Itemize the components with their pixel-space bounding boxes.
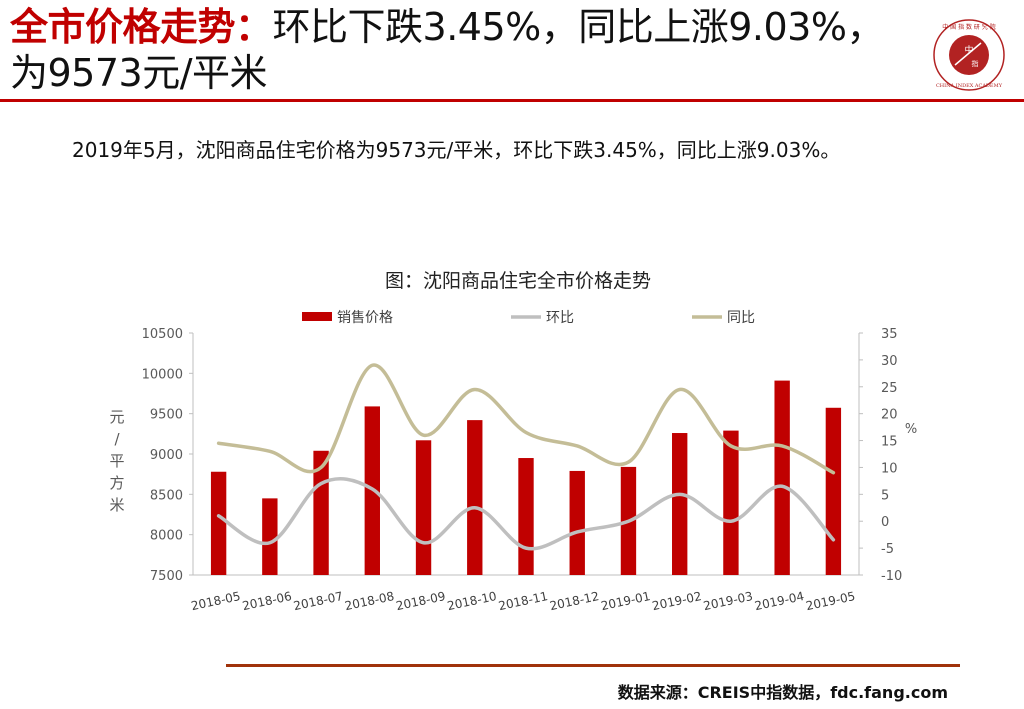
line-series [216, 363, 836, 551]
left-axis-label-char: 方 [109, 474, 124, 492]
page-title-highlight: 全市价格走势： [10, 5, 273, 49]
left-tick-label: 8500 [150, 488, 183, 503]
x-label-2018-12: 2018-12 [548, 589, 600, 613]
x-axis-labels: 2018-05 2018-06 2018-07 2018-08 2018-09 2018-… [190, 589, 857, 613]
bar-2019-05 [825, 407, 842, 575]
left-tick-label: 9000 [150, 448, 183, 463]
legend-label-销售价格: 销售价格 [337, 310, 393, 326]
right-tick-label: 30 [881, 354, 898, 369]
right-tick-label: -5 [881, 542, 894, 557]
x-label-2018-10: 2018-10 [446, 589, 498, 613]
line-同比 [216, 363, 836, 475]
right-axis-label: % [905, 422, 917, 437]
x-label-2018-06: 2018-06 [241, 589, 293, 613]
bar-2019-03 [723, 430, 739, 575]
legend-swatch-销售价格 [302, 312, 332, 321]
x-label-2018-05: 2018-05 [190, 589, 242, 613]
bar-2018-06 [262, 498, 278, 575]
data-source: 数据来源：CREIS中指数据，fdc.fang.com [617, 683, 948, 702]
title-divider [0, 99, 1024, 102]
right-tick-label: 10 [881, 461, 898, 476]
left-axis-label-char: 米 [109, 496, 124, 514]
right-tick-label: -10 [881, 569, 902, 584]
left-tick-label: 7500 [150, 569, 183, 584]
chart-axes: 7500 8000 8500 9000 9500 10000 10500 -10 -5 0 5 10 1… [109, 327, 917, 584]
x-label-2019-02: 2019-02 [651, 589, 703, 613]
x-label-2018-08: 2018-08 [343, 589, 395, 613]
x-label-2018-07: 2018-07 [292, 589, 344, 613]
left-tick-label: 10500 [142, 327, 183, 342]
line-环比 [216, 476, 836, 551]
bar-2018-09 [415, 440, 432, 575]
svg-text:指: 指 [972, 59, 979, 68]
bar-2018-12 [569, 470, 585, 575]
bar-2018-11 [518, 458, 534, 575]
summary-text: 2019年5月，沈阳商品住宅价格为9573元/平米，环比下跌3.45%，同比上涨… [72, 138, 841, 162]
legend-label-环比: 环比 [546, 310, 574, 326]
svg-text:中 国 指 数 研 究 院: 中 国 指 数 研 究 院 [942, 23, 995, 31]
x-label-2019-04: 2019-04 [753, 589, 805, 613]
bar-series [210, 380, 842, 575]
bar-2019-04 [774, 380, 790, 575]
x-label-2018-11: 2018-11 [497, 589, 549, 613]
x-label-2019-05: 2019-05 [805, 589, 857, 613]
right-tick-label: 15 [881, 435, 898, 450]
price-trend-chart: 图：沈阳商品住宅全市价格走势 销售价格 环比 同比 7500 8000 8500 9000… [109, 270, 917, 613]
svg-text:中: 中 [964, 44, 973, 56]
x-label-2019-03: 2019-03 [702, 589, 754, 613]
left-tick-label: 10000 [142, 367, 183, 382]
bar-2019-02 [672, 433, 688, 575]
left-tick-label: 9500 [150, 408, 183, 423]
x-label-2018-09: 2018-09 [395, 589, 447, 613]
chart-title: 图：沈阳商品住宅全市价格走势 [385, 270, 651, 292]
chart-legend: 销售价格 环比 同比 [302, 310, 755, 326]
right-tick-label: 5 [881, 488, 889, 503]
left-axis-label-char: 元 [109, 408, 124, 426]
left-axis-label-char: 平 [109, 452, 124, 470]
legend-label-同比: 同比 [727, 310, 755, 326]
bar-2018-10 [467, 420, 483, 575]
x-label-2019-01: 2019-01 [600, 589, 652, 613]
svg-text:CHINA INDEX ACADEMY: CHINA INDEX ACADEMY [936, 83, 1003, 89]
right-tick-label: 25 [881, 381, 898, 396]
left-axis-label-char: / [114, 430, 120, 448]
footer-divider [226, 664, 960, 667]
bar-2018-05 [210, 471, 227, 575]
right-tick-label: 20 [881, 408, 898, 423]
page-title: 全市价格走势：环比下跌3.45%，同比上涨9.03%，为9573元/平米 [10, 4, 890, 96]
right-tick-label: 35 [881, 327, 898, 342]
page-title-rest: 环比下跌3.45%，同比上涨9.03%，为9573元/平米 [10, 5, 884, 95]
china-index-academy-logo: 中 指 中 国 指 数 研 究 院 CHINA INDEX ACADEMY [933, 19, 1005, 91]
right-tick-label: 0 [881, 515, 889, 530]
left-tick-label: 8000 [150, 529, 183, 544]
